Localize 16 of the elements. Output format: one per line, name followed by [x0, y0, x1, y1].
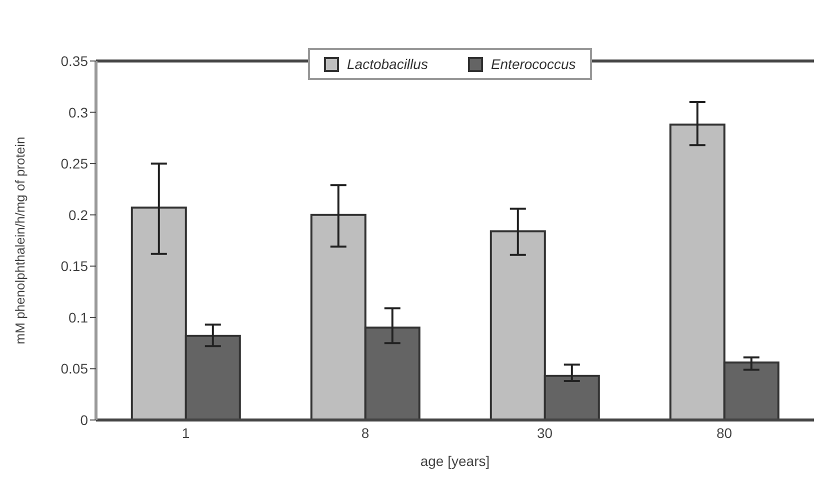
legend-label: Lactobacillus [346, 56, 428, 72]
y-axis-title: mM phenolphthalein/h/mg of protein [12, 136, 28, 344]
y-tick-label: 0.3 [68, 104, 88, 120]
y-tick-label: 0.25 [60, 156, 88, 172]
y-tick-label: 0.2 [68, 206, 88, 223]
x-tick-label: 30 [536, 424, 553, 441]
y-tick-label: 0.15 [60, 258, 88, 274]
x-tick-label: 8 [361, 424, 370, 441]
legend-label: Enterococcus [490, 56, 576, 72]
y-tick-label: 0.05 [60, 360, 88, 377]
x-tick-label: 1 [182, 424, 190, 441]
y-tick-label: 0.35 [60, 52, 88, 69]
y-tick-label: 0 [80, 412, 88, 428]
y-tick-label: 0.1 [68, 309, 88, 326]
x-axis-title: age [years] [420, 453, 490, 469]
x-tick-label: 80 [716, 424, 732, 441]
